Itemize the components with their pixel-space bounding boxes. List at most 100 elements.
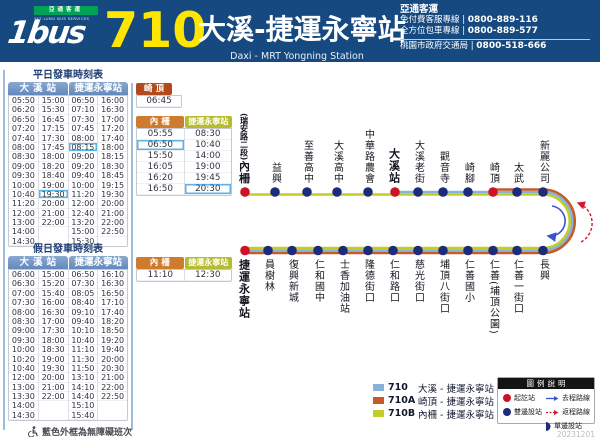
stop-dot <box>463 245 473 256</box>
time-cell: 15:00 <box>38 96 68 106</box>
time-cell: 11:50 <box>68 364 98 374</box>
contact-label: 免付費客服專線 <box>400 15 460 25</box>
neizha-holiday-table: 內柵 捷運永寧站 11:10 12:30 <box>136 257 232 282</box>
legend-body: 起訖站 雙邊設站 去程路線 返程路線 單邊設站 <box>498 389 594 431</box>
terminal-stop-dot <box>488 187 498 197</box>
time-column: 06:00 06:30 07:00 07:30 08:00 08:30 09:00 09:30… <box>9 270 39 421</box>
time-cell: 19:30 <box>38 190 68 200</box>
weekday-times-grid: 05:50 06:20 06:50 07:20 07:40 08:00 08:30 09:00… <box>8 95 128 248</box>
time-column: 05:50 06:20 06:50 07:20 07:40 08:00 08:30 09:00… <box>9 96 39 247</box>
station-label: 至善高中 <box>301 140 313 184</box>
empty-cell <box>39 401 68 410</box>
route-title-block: 大溪-捷運永寧站 Daxi - MRT Yongning Station <box>198 0 406 62</box>
time-cell: 08:15 <box>68 143 98 153</box>
time-cell: 15:10 <box>68 401 98 411</box>
contact-separator: | <box>462 15 466 25</box>
time-cell: 18:20 <box>38 162 68 172</box>
time-cell: 09:40 <box>68 171 98 181</box>
time-column: 15:00 15:30 16:45 17:15 17:30 17:45 18:00 18:20… <box>38 96 69 247</box>
time-cell: 16:30 <box>98 105 127 115</box>
stop-dot <box>332 187 342 197</box>
time-cell: 09:00 <box>68 152 98 162</box>
column-header-mrt: 捷運永寧站 <box>184 116 232 128</box>
legend-item-label: 起訖站 <box>514 394 535 402</box>
time-cell: 09:10 <box>68 308 98 317</box>
route-line-710A <box>245 188 577 255</box>
time-cell: 21:00 <box>38 383 68 393</box>
legend-item-label: 雙邊設站 <box>514 408 542 416</box>
time-cell: 10:00 <box>9 181 38 190</box>
station-label: 捷運永寧站 <box>237 259 251 319</box>
time-cell: 10:20 <box>9 355 38 364</box>
time-column: 06:45 <box>137 96 181 107</box>
logo-company-cn: 亞通客運 <box>34 6 98 15</box>
red-dot-icon <box>503 394 511 402</box>
time-cell: 20:00 <box>38 373 68 383</box>
route-legend-row: 710B 內柵 - 捷運永寧站 <box>373 407 495 421</box>
time-cell: 05:55 <box>137 129 184 140</box>
time-cell: 16:50 <box>98 289 127 299</box>
time-cell: 22:00 <box>38 392 68 402</box>
time-cell: 17:20 <box>98 124 127 134</box>
time-cell: 21:00 <box>98 209 127 219</box>
time-cell: 14:00 <box>9 401 38 411</box>
time-cell: 18:00 <box>98 143 127 153</box>
logo-company-en: YAT LUNG BUS SERVICES <box>34 15 90 21</box>
route-number: 710 <box>104 2 207 59</box>
time-cell: 14:00 <box>9 227 38 237</box>
stop-dot <box>413 245 423 256</box>
contact-number: 0800-518-666 <box>476 41 547 51</box>
terminal-stop-dot <box>240 245 250 256</box>
time-cell: 13:00 <box>9 218 38 228</box>
time-cell: 08:30 <box>184 129 231 140</box>
time-cell: 16:30 <box>98 279 127 289</box>
legend-item: 單邊設站 <box>546 421 590 431</box>
column-header-qiding: 崎頂 <box>136 83 172 95</box>
time-cell: 22:00 <box>98 383 127 393</box>
time-cell: 19:40 <box>98 345 127 355</box>
time-cell: 06:30 <box>9 279 38 289</box>
time-cell: 08:40 <box>68 298 98 308</box>
time-cell: 06:00 <box>9 270 38 280</box>
station-label: 崎腳 <box>462 162 474 184</box>
time-cell: 07:30 <box>9 298 38 308</box>
empty-cell <box>98 411 127 420</box>
legend-item-label: 返程路線 <box>562 408 590 416</box>
time-cell: 16:00 <box>38 298 68 308</box>
time-cell: 07:00 <box>9 289 38 299</box>
time-cell: 10:40 <box>9 364 38 374</box>
time-cell: 09:40 <box>68 317 98 327</box>
route-name: 崎頂 - 捷運永寧站 <box>418 396 494 408</box>
stop-dot <box>512 187 522 197</box>
time-cell: 18:15 <box>98 152 127 162</box>
time-cell: 09:30 <box>9 171 38 181</box>
station-label: 太武 <box>511 162 523 184</box>
time-cell: 18:20 <box>98 317 127 327</box>
header-bar: 亞通客運 YAT LUNG BUS SERVICES 1bus 710 大溪-捷… <box>0 0 600 62</box>
contact-separator: | <box>470 41 474 51</box>
time-cell: 17:40 <box>98 134 127 143</box>
time-cell: 07:30 <box>68 115 98 125</box>
column-header-mrt: 捷運永寧站 <box>184 257 232 269</box>
neizha-holiday-times-grid: 11:10 12:30 <box>136 269 232 282</box>
route-name: 內柵 - 捷運永寧站 <box>418 409 494 421</box>
station-label: 仁善(埔頂公園) <box>487 259 499 335</box>
column-header-neizha: 內柵 <box>136 116 184 128</box>
time-cell: 07:30 <box>68 279 98 289</box>
station-label: 中華路農會 <box>362 129 374 184</box>
time-cell: 18:50 <box>98 326 127 336</box>
time-cell: 18:30 <box>38 345 68 355</box>
time-column: 16:10 16:30 16:50 17:10 17:40 18:20 18:50 19:20… <box>98 270 127 420</box>
time-cell: 06:20 <box>9 105 38 115</box>
legend-item: 雙邊設站 <box>503 407 543 417</box>
station-label: 復興新城 <box>286 259 298 303</box>
legend-item-label: 單邊設站 <box>554 422 582 430</box>
station-label: 大溪站 <box>387 148 401 184</box>
contact-block: 亞通客運 免付費客服專線 | 0800-889-116 全方位包車專線 | 08… <box>400 4 596 52</box>
route-name: 大溪 - 捷運永寧站 <box>418 383 494 395</box>
time-cell: 08:00 <box>68 134 98 143</box>
time-cell: 20:00 <box>38 199 68 209</box>
route-legend-row: 710A 崎頂 - 捷運永寧站 <box>373 394 495 408</box>
time-cell: 20:30 <box>184 184 231 195</box>
station-label: 埔頂八街口 <box>437 259 449 314</box>
